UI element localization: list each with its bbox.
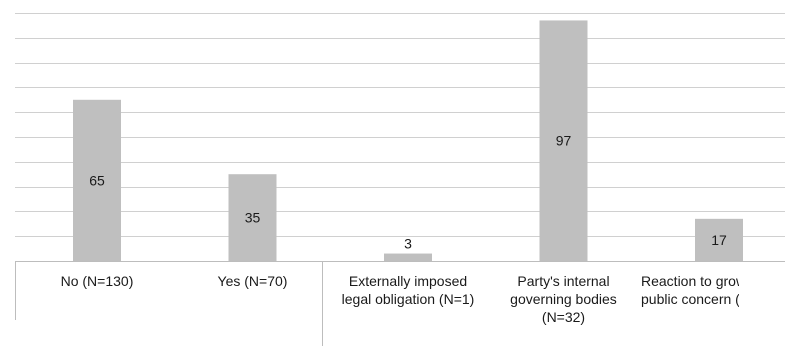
category-label-yes: Yes (N=70) (217, 273, 288, 289)
data-labels: 65 35 3 97 17 (89, 133, 727, 252)
data-label: 17 (711, 232, 727, 248)
bar (73, 99, 121, 261)
bar (384, 253, 432, 261)
data-label: 97 (556, 133, 572, 149)
category-label-internal-bodies: Party's internal governing bodies (N=32) (510, 273, 617, 325)
axes (15, 261, 785, 346)
bar (228, 174, 277, 261)
category-label-no: No (N=130) (60, 273, 134, 289)
category-label-public-concern: Reaction to growing public concern (N=5 (641, 273, 739, 307)
data-label: 65 (89, 172, 105, 188)
gridlines (15, 13, 785, 237)
data-label: 35 (245, 210, 261, 226)
data-label: 3 (404, 236, 412, 252)
bar (695, 218, 743, 261)
category-label-external-obligation: Externally imposed legal obligation (N=1… (341, 273, 475, 307)
bars (73, 20, 743, 261)
bar (539, 20, 588, 261)
